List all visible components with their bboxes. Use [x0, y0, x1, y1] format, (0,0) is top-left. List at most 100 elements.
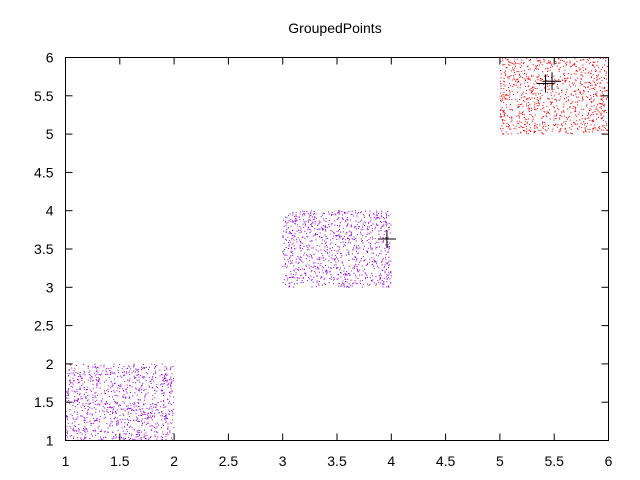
data-point: [334, 213, 336, 215]
data-point: [599, 78, 601, 80]
data-point: [573, 82, 575, 84]
data-point: [138, 414, 140, 416]
data-point: [129, 370, 131, 372]
data-point: [98, 367, 100, 369]
data-point: [67, 389, 69, 391]
data-point: [74, 374, 76, 376]
data-point: [73, 399, 75, 401]
data-point: [108, 368, 110, 370]
data-point: [126, 388, 128, 390]
data-point: [293, 239, 295, 241]
data-point: [156, 383, 158, 385]
data-point: [581, 74, 583, 76]
data-point: [168, 382, 170, 384]
data-point: [520, 121, 522, 123]
data-point: [356, 234, 358, 236]
data-point: [336, 235, 338, 236]
data-point: [540, 96, 542, 98]
data-point: [90, 390, 92, 392]
data-point: [74, 421, 76, 423]
data-point: [296, 268, 298, 270]
data-point: [66, 416, 68, 417]
data-point: [169, 400, 171, 402]
data-point: [389, 278, 391, 280]
data-point: [360, 229, 362, 231]
data-point: [535, 94, 537, 96]
data-point: [152, 406, 154, 408]
data-point: [119, 385, 121, 387]
data-point: [311, 216, 313, 218]
data-point: [293, 245, 295, 247]
data-point: [324, 213, 325, 214]
data-point: [337, 225, 338, 226]
data-point: [327, 237, 328, 239]
data-point: [288, 232, 290, 234]
data-point: [318, 280, 320, 282]
data-point: [541, 117, 543, 119]
data-point: [590, 109, 592, 111]
data-point: [135, 387, 137, 389]
data-point: [299, 230, 301, 231]
data-point: [283, 253, 284, 255]
data-point: [372, 263, 374, 265]
data-point: [140, 414, 142, 416]
data-point: [587, 117, 589, 119]
data-point: [593, 57, 595, 59]
data-point: [335, 236, 337, 238]
data-point: [84, 430, 85, 432]
data-point: [335, 261, 337, 263]
data-point: [379, 279, 381, 281]
data-point: [331, 276, 333, 278]
data-point: [96, 377, 98, 378]
data-point: [605, 60, 606, 62]
data-point: [135, 368, 137, 370]
data-point: [501, 119, 503, 120]
data-point: [88, 374, 90, 375]
data-point: [533, 86, 535, 88]
data-point: [323, 260, 325, 262]
data-point: [377, 224, 379, 226]
data-point: [290, 255, 292, 257]
data-point: [114, 395, 116, 397]
data-point: [534, 109, 536, 111]
data-point: [565, 64, 567, 66]
data-point: [586, 82, 588, 84]
data-point: [387, 261, 389, 263]
data-point: [594, 83, 596, 85]
data-point: [532, 118, 534, 120]
data-point: [388, 271, 390, 273]
data-point: [349, 284, 351, 286]
data-point: [144, 399, 145, 401]
data-point: [145, 367, 147, 368]
data-point: [506, 125, 508, 127]
data-point: [361, 240, 363, 242]
data-point: [143, 433, 145, 435]
y-tick-label: 4.5: [34, 164, 54, 180]
data-point: [299, 226, 301, 227]
data-point: [522, 111, 524, 113]
data-point: [102, 410, 104, 412]
data-point: [569, 66, 571, 68]
data-point: [539, 59, 541, 61]
data-point: [91, 376, 93, 378]
data-point: [96, 379, 97, 381]
data-point: [83, 372, 85, 374]
data-point: [507, 126, 509, 128]
data-point: [530, 131, 532, 132]
data-point: [516, 100, 518, 102]
data-point: [569, 127, 571, 129]
data-point: [130, 425, 132, 427]
data-point: [597, 130, 599, 132]
data-point: [535, 67, 537, 69]
data-point: [143, 421, 145, 423]
data-point: [551, 66, 553, 68]
data-point: [127, 405, 129, 407]
data-point: [91, 414, 93, 416]
data-point: [364, 217, 366, 219]
data-point: [138, 408, 140, 410]
data-point: [603, 115, 605, 117]
data-point: [378, 282, 380, 284]
data-point: [567, 100, 569, 102]
data-point: [535, 92, 537, 94]
data-point: [525, 92, 527, 94]
